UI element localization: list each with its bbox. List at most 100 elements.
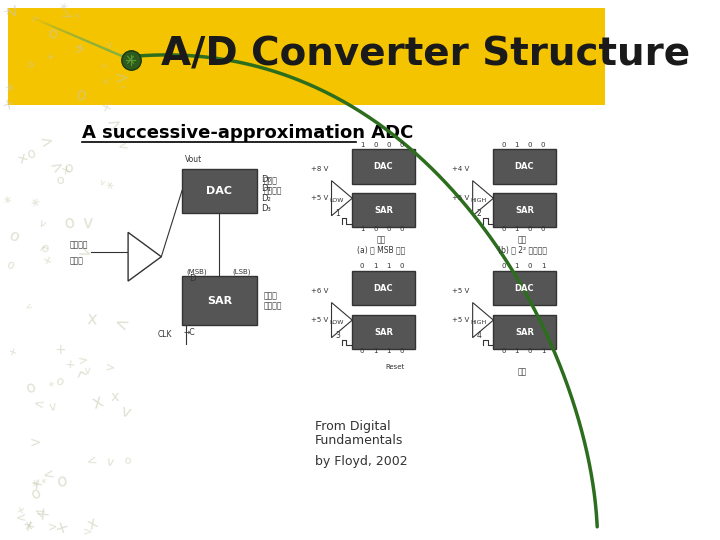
- Text: 0: 0: [528, 264, 532, 269]
- Text: v: v: [4, 1, 22, 21]
- Text: <: <: [42, 467, 56, 483]
- FancyBboxPatch shape: [182, 276, 257, 325]
- Text: +: +: [46, 52, 55, 63]
- Text: +5 V: +5 V: [311, 317, 328, 323]
- FancyBboxPatch shape: [493, 193, 556, 227]
- Text: SAR: SAR: [374, 206, 393, 215]
- Text: DAC: DAC: [515, 162, 534, 171]
- Text: 1: 1: [360, 141, 364, 147]
- Text: (a) 以 MSB 試驗: (a) 以 MSB 試驗: [357, 246, 405, 255]
- Text: x: x: [60, 163, 72, 177]
- FancyBboxPatch shape: [8, 8, 606, 105]
- Text: 0: 0: [501, 226, 505, 232]
- Text: 保持: 保持: [518, 368, 527, 377]
- FancyBboxPatch shape: [352, 272, 415, 306]
- Text: v: v: [37, 218, 48, 230]
- Text: *: *: [56, 3, 68, 19]
- Text: 3: 3: [336, 330, 341, 340]
- Text: SAR: SAR: [374, 328, 393, 337]
- Text: 0: 0: [528, 141, 532, 147]
- Text: >: >: [48, 157, 66, 176]
- Text: o: o: [28, 485, 42, 503]
- Text: +5 V: +5 V: [452, 288, 469, 294]
- Text: A/D Converter Structure: A/D Converter Structure: [161, 36, 690, 74]
- Text: +: +: [3, 7, 13, 17]
- Text: +8 V: +8 V: [311, 166, 328, 172]
- Text: HIGH: HIGH: [470, 320, 487, 325]
- Text: <: <: [32, 397, 45, 412]
- Text: o: o: [63, 160, 74, 176]
- Text: >: >: [39, 133, 55, 150]
- Text: From Digital: From Digital: [315, 420, 390, 433]
- Text: <: <: [85, 454, 98, 469]
- Text: 0: 0: [541, 226, 546, 232]
- Text: ^: ^: [30, 14, 45, 30]
- Text: LOW: LOW: [329, 320, 343, 325]
- Text: <: <: [99, 61, 107, 71]
- Text: 1: 1: [514, 141, 519, 147]
- Text: +5 V: +5 V: [452, 317, 469, 323]
- Text: >: >: [58, 7, 75, 24]
- Text: v: v: [105, 456, 114, 470]
- Text: o: o: [40, 242, 50, 256]
- Text: o: o: [55, 472, 68, 491]
- Text: x: x: [86, 515, 100, 532]
- Text: o: o: [63, 213, 76, 233]
- Text: x: x: [76, 42, 85, 52]
- Text: DAC: DAC: [374, 162, 393, 171]
- Text: Reset: Reset: [385, 364, 405, 370]
- Text: (MSB): (MSB): [186, 268, 207, 275]
- Text: 0: 0: [528, 226, 532, 232]
- Text: >: >: [104, 361, 116, 375]
- Text: D₂: D₂: [261, 194, 271, 203]
- Text: <: <: [31, 505, 46, 522]
- Text: D₃: D₃: [261, 204, 271, 213]
- Text: +: +: [19, 517, 36, 536]
- Text: >: >: [73, 42, 86, 56]
- Text: >: >: [75, 243, 93, 262]
- Text: 0: 0: [501, 348, 505, 354]
- Polygon shape: [128, 232, 161, 281]
- Text: (b) 以 2² 位元試驗: (b) 以 2² 位元試驗: [498, 246, 547, 255]
- Text: v: v: [48, 400, 57, 414]
- Text: +: +: [54, 343, 66, 357]
- Text: 0: 0: [360, 348, 364, 354]
- Text: Fundamentals: Fundamentals: [315, 434, 403, 447]
- Text: v: v: [118, 403, 132, 421]
- Text: SAR: SAR: [515, 328, 534, 337]
- Text: 1: 1: [514, 226, 519, 232]
- Text: o: o: [6, 228, 22, 246]
- Polygon shape: [331, 181, 352, 216]
- Text: 1: 1: [373, 348, 378, 354]
- Text: *: *: [73, 13, 80, 24]
- Text: SAR: SAR: [207, 295, 232, 306]
- Text: o: o: [4, 258, 16, 272]
- Text: 0: 0: [373, 141, 378, 147]
- Text: o: o: [25, 146, 37, 162]
- Text: 1: 1: [541, 348, 546, 354]
- Text: +: +: [6, 347, 17, 359]
- Text: *: *: [104, 180, 117, 195]
- Text: >: >: [104, 113, 125, 135]
- Text: 平行二: 平行二: [264, 177, 277, 186]
- Text: +: +: [14, 150, 30, 168]
- Text: 0: 0: [400, 264, 405, 269]
- Text: 1: 1: [387, 264, 391, 269]
- Text: <: <: [111, 314, 131, 336]
- Text: *: *: [27, 197, 40, 217]
- Text: 0: 0: [373, 226, 378, 232]
- Text: →C: →C: [184, 328, 195, 337]
- Text: v: v: [84, 365, 91, 376]
- Text: +6 V: +6 V: [311, 288, 328, 294]
- Text: +: +: [64, 357, 76, 372]
- Text: 重置: 重置: [377, 235, 386, 244]
- Text: +: +: [52, 517, 72, 538]
- Text: *: *: [4, 81, 19, 101]
- Text: x: x: [86, 310, 97, 328]
- Text: x: x: [24, 519, 33, 532]
- FancyBboxPatch shape: [182, 169, 257, 213]
- Text: D₀: D₀: [261, 174, 271, 184]
- Text: o: o: [25, 59, 35, 71]
- Text: 1: 1: [541, 264, 546, 269]
- Text: +: +: [15, 504, 28, 517]
